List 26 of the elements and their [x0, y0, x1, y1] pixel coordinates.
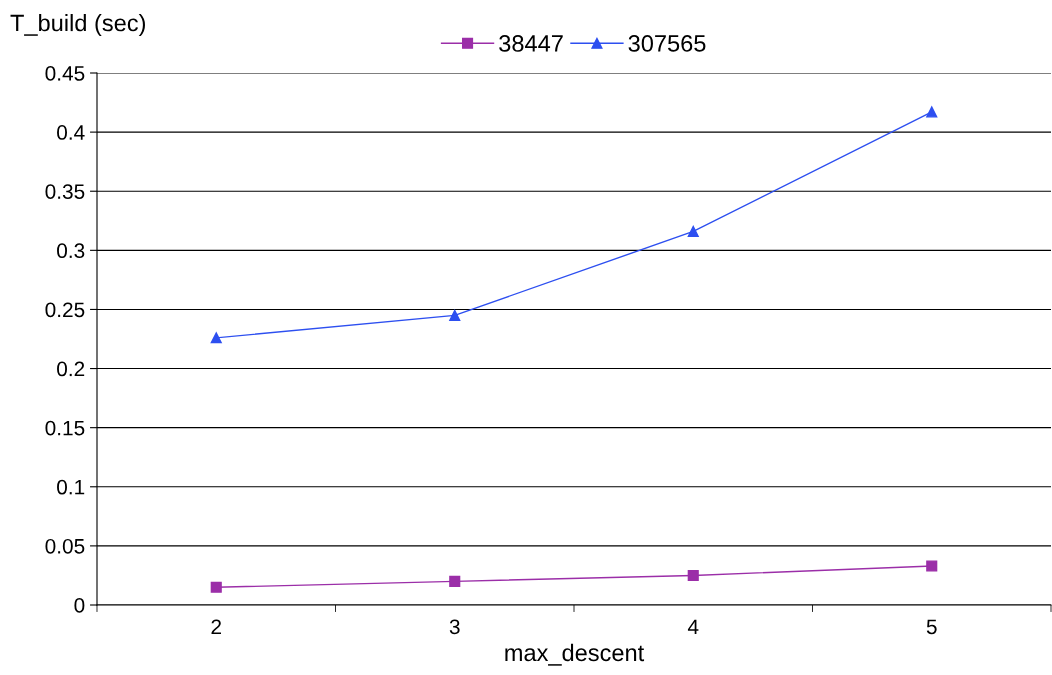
x-tick-label: 3	[449, 619, 460, 635]
legend-label: 307565	[628, 35, 706, 52]
point	[926, 106, 938, 118]
point	[210, 581, 222, 593]
y-tick-label: 0.15	[45, 420, 85, 436]
point	[687, 225, 699, 237]
y-axis-title: T_build (sec)	[10, 14, 145, 36]
point	[449, 575, 461, 587]
y-tick-label: 0.4	[57, 125, 85, 140]
y-tick-label: 0.1	[57, 479, 85, 495]
y-tick-label: 0.35	[45, 184, 85, 199]
y-tick-label: 0.05	[45, 538, 85, 554]
x-axis-title: max_descent	[505, 643, 645, 666]
y-tick-label: 0.3	[57, 243, 85, 259]
point	[449, 309, 461, 321]
y-tick-label: 0.2	[57, 361, 85, 377]
point	[926, 560, 938, 572]
point	[687, 569, 699, 582]
legend-label: 38447	[499, 35, 563, 52]
y-tick-label: 0.25	[45, 302, 85, 318]
y-tick-label: 0.45	[45, 66, 85, 81]
x-tick-label: 5	[926, 619, 937, 635]
x-tick-label: 4	[687, 619, 699, 634]
point	[210, 332, 222, 344]
x-tick-label: 2	[211, 619, 221, 634]
y-tick-label: 0	[74, 598, 85, 613]
